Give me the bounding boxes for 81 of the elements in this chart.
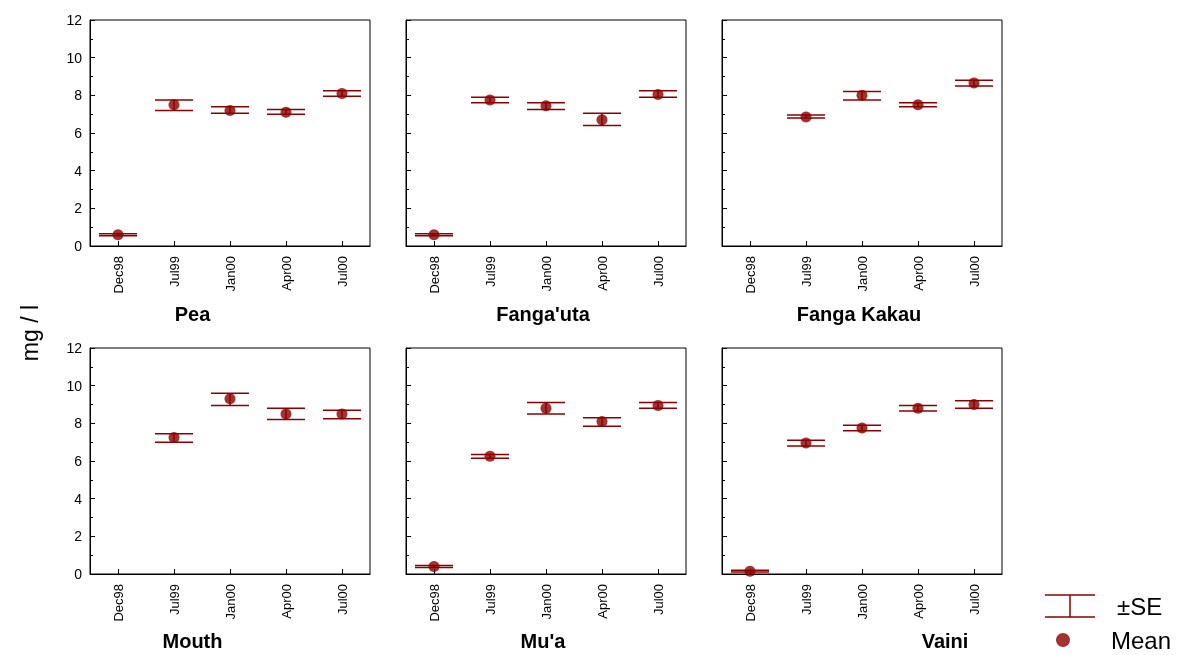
point [856,422,868,434]
x-tick-label: Jul99 [482,256,498,288]
point [856,89,868,101]
x-tick-label: Jul99 [798,256,814,288]
y-axis-title: mg / l [17,303,44,363]
y-tick-label: 4 [74,490,83,507]
point [596,114,608,126]
y-tick-label: 6 [74,125,83,141]
point [428,229,440,241]
point [484,94,496,106]
legend-label: Mean [1111,626,1172,654]
y-tick-label: 12 [66,340,83,356]
x-tick-label: Jul99 [482,584,498,616]
text: Pea [174,303,212,325]
y-tick-label: 12 [66,12,83,28]
x-tick-label: Jul00 [966,256,982,288]
x-tick-label: Dec98 [110,256,126,294]
point [912,99,924,111]
point [168,431,180,443]
point [968,399,980,410]
point [652,399,664,411]
point [968,77,980,89]
point [224,104,236,116]
point [484,450,496,462]
x-tick-label: Dec98 [742,584,758,622]
x-tick-label: Jan00 [222,256,238,292]
x-tick-label: Jul99 [166,256,182,288]
x-tick-label: Dec98 [110,584,126,622]
point [540,402,552,414]
x-tick-label: Apr00 [910,256,926,291]
x-tick-label: Apr00 [594,256,610,291]
x-tick-label: Apr00 [594,584,610,619]
x-tick-label: Jul00 [334,256,350,288]
y-tick-label: 0 [74,566,83,582]
point [912,402,924,414]
y-tick-label: 6 [74,453,83,469]
x-tick-label: Dec98 [426,256,442,294]
point [224,393,236,405]
x-tick-label: Apr00 [278,256,294,291]
y-tick-label: 2 [74,200,83,217]
text: Vaini [921,630,969,652]
x-tick-label: Jul00 [650,584,666,616]
x-tick-label: Jul00 [334,584,350,616]
y-tick-label: 8 [74,415,83,432]
point [280,106,292,118]
text: ±SE [1117,592,1163,620]
x-tick-label: Jan00 [538,256,554,292]
text: Mouth [162,630,223,652]
x-tick-label: Jul00 [650,256,666,288]
y-tick-label: 2 [74,528,83,545]
x-tick-label: Apr00 [278,584,294,619]
text: Fanga Kakau [796,303,922,325]
y-tick-label: 8 [74,87,83,104]
y-tick-label: 10 [66,49,83,66]
x-tick-label: Jul99 [166,584,182,616]
x-tick-label: Apr00 [910,584,926,619]
x-tick-label: Dec98 [426,584,442,622]
y-tick-label: 0 [74,238,83,254]
point [428,560,440,572]
point [280,408,292,420]
x-tick-label: Jan00 [854,256,870,292]
point [800,437,812,449]
y-tick-label: 4 [74,162,83,179]
point [336,87,348,99]
x-tick-label: Jul00 [966,584,982,616]
point [800,111,812,123]
x-tick-label: Jan00 [222,584,238,620]
point [540,100,552,112]
point [112,229,124,241]
point [336,408,348,420]
x-tick-label: Jan00 [854,584,870,620]
y-tick-label: 10 [66,377,83,394]
point [596,415,608,427]
x-tick-label: Dec98 [742,256,758,294]
point [744,565,756,577]
point [168,99,180,111]
point [652,88,664,100]
text: Fanga'uta [496,303,591,325]
text: Mu'a [520,630,567,652]
x-tick-label: Jul99 [798,584,814,616]
x-tick-label: Jan00 [538,584,554,620]
